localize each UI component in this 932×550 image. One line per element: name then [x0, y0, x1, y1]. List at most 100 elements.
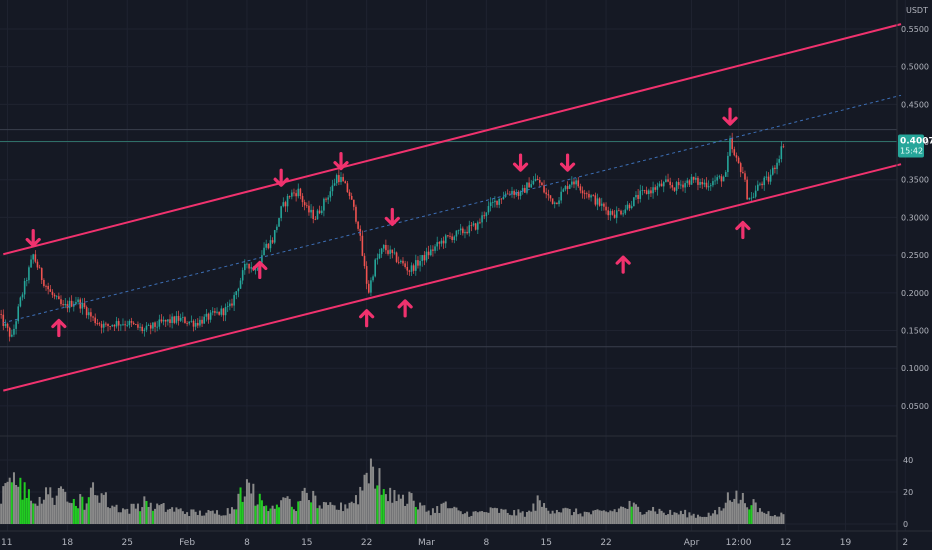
candle-body	[207, 313, 210, 320]
volume-bar	[32, 503, 35, 524]
volume-bar	[645, 511, 648, 524]
candle-body	[122, 324, 124, 326]
volume-bar	[243, 496, 246, 524]
candle-body	[58, 296, 60, 300]
candle-body	[695, 177, 697, 180]
volume-bar	[419, 502, 422, 524]
volume-bar	[27, 489, 30, 524]
volume-bar	[245, 479, 248, 524]
candle-body	[592, 195, 595, 197]
volume-bar	[177, 509, 180, 524]
volume-bar	[201, 515, 204, 524]
candle-body	[149, 325, 152, 329]
candle-body	[81, 303, 84, 309]
volume-bar	[239, 487, 242, 524]
volume-bar	[607, 512, 610, 524]
volume-tick-label: 20	[903, 488, 913, 497]
volume-bar	[203, 515, 206, 524]
channel-mid-line[interactable]	[3, 94, 902, 324]
volume-bar	[8, 477, 11, 524]
candle-body	[400, 260, 402, 263]
volume-bar	[233, 509, 236, 524]
candle-body	[671, 185, 674, 188]
volume-bar	[166, 509, 169, 524]
candle-body	[720, 176, 723, 182]
regression-channel[interactable]	[3, 23, 902, 392]
channel-lower-line[interactable]	[3, 163, 902, 392]
candle-body	[209, 312, 212, 320]
volume-bar	[688, 512, 691, 524]
volume-bar	[305, 492, 308, 524]
volume-bar	[506, 512, 509, 524]
channel-upper-line[interactable]	[3, 23, 902, 256]
volume-bar	[457, 510, 460, 524]
price-tick-label: 0.5500	[901, 25, 929, 34]
volume-bar	[55, 495, 58, 524]
price-tick-label: 0.2000	[901, 289, 929, 298]
candle-body	[603, 203, 605, 207]
candle-body	[70, 300, 73, 307]
volume-bar	[410, 493, 413, 524]
candle-body	[224, 307, 227, 316]
volume-bar	[594, 510, 597, 524]
candle-body	[164, 319, 167, 322]
candle-body	[348, 192, 351, 196]
candle-body	[318, 210, 321, 214]
time-axis[interactable]: 11 18 25 Feb 8 15 22 Mar 8 15 22 Apr 12:00 12 19 2	[1, 538, 908, 548]
candle-body	[372, 276, 374, 281]
candle-body	[169, 319, 171, 324]
candle-body	[767, 176, 770, 182]
volume-bar	[297, 501, 300, 524]
volume-bar	[12, 472, 15, 524]
volume-bar	[145, 500, 148, 524]
candle-body	[524, 188, 526, 193]
volume-bar	[94, 495, 97, 524]
volume-bar	[62, 488, 65, 524]
volume-bar	[641, 514, 644, 524]
volume-bar	[79, 494, 82, 524]
price-tick-label: 0.0500	[901, 402, 929, 411]
volume-bar	[292, 509, 295, 524]
candle-body	[712, 181, 714, 186]
candle-body	[556, 202, 558, 205]
candle-body	[263, 247, 265, 256]
volume-bar	[632, 502, 635, 524]
candle-body	[622, 213, 624, 215]
volume-bar	[705, 516, 708, 524]
candle-body	[34, 254, 37, 262]
volume-bar	[156, 503, 159, 524]
candle-body	[412, 265, 415, 271]
volume-bar	[660, 510, 663, 524]
volume-bar	[6, 481, 9, 524]
candle-body	[51, 291, 54, 295]
volume-bar	[440, 503, 443, 524]
candle-body	[365, 266, 368, 284]
volume-bar	[613, 509, 616, 524]
volume-bar	[171, 507, 174, 524]
candle-body	[609, 211, 612, 216]
volume-bar	[485, 512, 488, 524]
volume-bar	[515, 515, 518, 524]
candle-body	[459, 228, 462, 231]
candle-body	[87, 312, 90, 316]
volume-bar	[709, 515, 712, 524]
candle-body	[425, 251, 428, 261]
candle-body	[303, 202, 306, 206]
volume-bar	[560, 512, 563, 524]
volume-bar	[590, 514, 593, 524]
candle-body	[759, 183, 761, 185]
volume-bar	[602, 510, 605, 524]
volume-bar	[34, 503, 37, 524]
candle-body	[496, 200, 498, 205]
volume-bar	[718, 506, 721, 524]
volume-bar	[83, 509, 86, 524]
candle-body	[137, 324, 139, 328]
candle-body	[526, 182, 528, 193]
volume-bar	[164, 511, 167, 524]
volume-bar	[352, 503, 355, 524]
candle-body	[624, 209, 627, 214]
candle-body	[38, 267, 41, 269]
volume-bar	[59, 486, 62, 524]
candle-body	[429, 249, 432, 256]
